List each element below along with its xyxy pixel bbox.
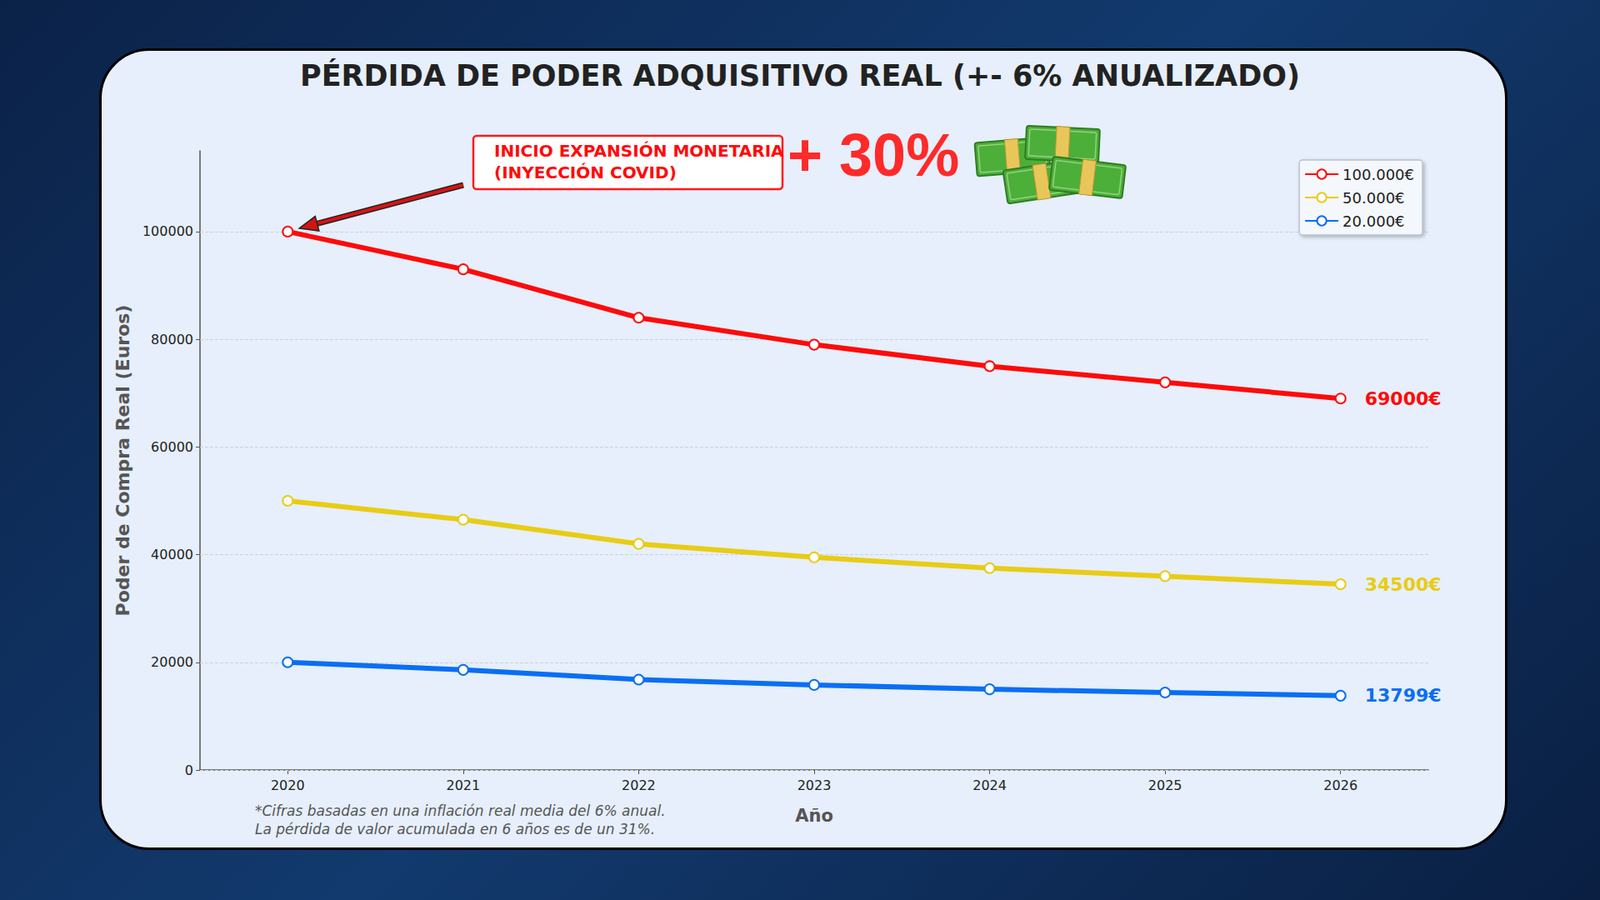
svg-text:2023: 2023	[797, 777, 832, 794]
svg-text:PÉRDIDA DE PODER ADQUISITIVO R: PÉRDIDA DE PODER ADQUISITIVO REAL (+- 6%…	[300, 58, 1300, 93]
svg-text:0: 0	[185, 762, 194, 779]
svg-text:50.000€: 50.000€	[1342, 189, 1405, 207]
svg-text:2022: 2022	[621, 777, 656, 794]
svg-text:20.000€: 20.000€	[1342, 212, 1405, 230]
svg-text:2020: 2020	[270, 777, 305, 794]
svg-text:(INYECCIÓN COVID): (INYECCIÓN COVID)	[494, 162, 677, 183]
svg-text:40000: 40000	[150, 546, 194, 563]
svg-text:80000: 80000	[150, 331, 194, 348]
svg-text:2025: 2025	[1148, 777, 1183, 794]
svg-text:2026: 2026	[1323, 777, 1358, 794]
svg-text:Poder de Compra Real (Euros): Poder de Compra Real (Euros)	[112, 305, 134, 617]
svg-text:13799€: 13799€	[1365, 685, 1442, 706]
svg-text:69000€: 69000€	[1365, 388, 1442, 410]
svg-text:2021: 2021	[445, 777, 480, 794]
svg-text:La pérdida de valor acumulada: La pérdida de valor acumulada en 6 años …	[255, 820, 655, 838]
svg-text:20000: 20000	[150, 654, 194, 670]
svg-text:34500€: 34500€	[1365, 574, 1442, 595]
svg-text:*Cifras basadas en una inflaci: *Cifras basadas en una inflación real me…	[255, 802, 666, 820]
svg-text:+ 30%: + 30%	[787, 121, 960, 189]
svg-text:100000: 100000	[142, 223, 194, 240]
svg-text:100.000€: 100.000€	[1342, 165, 1415, 184]
svg-text:2024: 2024	[972, 777, 1007, 794]
svg-text:60000: 60000	[150, 439, 194, 455]
svg-text:INICIO EXPANSIÓN MONETARIA: INICIO EXPANSIÓN MONETARIA	[494, 140, 785, 161]
svg-text:Año: Año	[795, 805, 834, 826]
